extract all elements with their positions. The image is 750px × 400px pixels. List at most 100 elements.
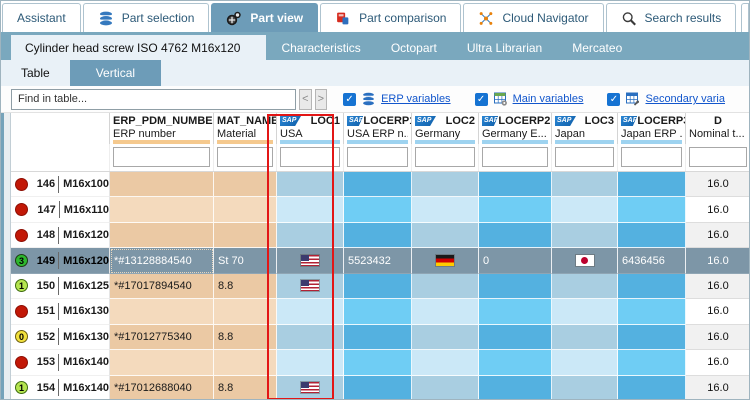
cell-loc2[interactable] (412, 375, 479, 399)
cell-locerp1[interactable] (344, 222, 412, 249)
view-tab-table[interactable]: Table (21, 66, 50, 80)
cell-mat_name[interactable]: 8.8 (214, 324, 277, 351)
cell-locerp1[interactable]: 5523432 (344, 248, 412, 274)
cell-mat_name[interactable] (214, 197, 277, 223)
cell-loc1[interactable] (277, 273, 344, 300)
cell-erp_pdm_number[interactable] (110, 197, 214, 223)
doc-tab-characteristics[interactable]: Characteristics (281, 41, 361, 55)
cell-mat_name[interactable]: St 70 (214, 248, 277, 274)
cell-loc1[interactable] (277, 299, 344, 325)
cell-locerp1[interactable] (344, 172, 412, 198)
cell-d[interactable]: 16.0 (686, 299, 749, 325)
cell-mat_name[interactable] (214, 299, 277, 325)
cell-locerp3[interactable] (618, 222, 686, 249)
table-row[interactable]: 151 M16x130 16.0 (11, 299, 749, 325)
filter-input-locerp3[interactable] (621, 147, 682, 167)
cell-loc2[interactable] (412, 324, 479, 351)
cell-locerp2[interactable] (479, 197, 552, 223)
cell-locerp2[interactable] (479, 324, 552, 351)
cell-loc1[interactable] (277, 222, 344, 249)
cell-locerp2[interactable] (479, 273, 552, 300)
cell-d[interactable]: 16.0 (686, 324, 749, 351)
cell-loc3[interactable] (552, 172, 618, 198)
filter-input-loc2[interactable] (415, 147, 475, 167)
cell-rowheader[interactable]: 3 149 M16x120 (11, 248, 110, 274)
table-row[interactable]: 153 M16x140 16.0 (11, 350, 749, 376)
cell-loc3[interactable] (552, 273, 618, 300)
cell-loc3[interactable] (552, 197, 618, 223)
cell-mat_name[interactable]: 8.8 (214, 273, 277, 300)
cell-locerp3[interactable] (618, 375, 686, 399)
cell-d[interactable]: 16.0 (686, 248, 749, 274)
cell-loc1[interactable] (277, 350, 344, 376)
cell-loc2[interactable] (412, 222, 479, 249)
table-row[interactable]: 146 M16x100 16.0 (11, 172, 749, 198)
cell-loc3[interactable] (552, 375, 618, 399)
cell-mat_name[interactable] (214, 172, 277, 198)
cell-locerp3[interactable] (618, 273, 686, 300)
doc-tab-octopart[interactable]: Octopart (390, 41, 437, 55)
filter-input-mat_name[interactable] (217, 147, 273, 167)
doc-tab-mercateo[interactable]: Mercateo (572, 41, 623, 55)
cell-locerp2[interactable] (479, 375, 552, 399)
cell-d[interactable]: 16.0 (686, 172, 749, 198)
cell-rowheader[interactable]: 148 M16x120 (11, 222, 110, 249)
cell-locerp1[interactable] (344, 324, 412, 351)
table-row[interactable]: 0 152 M16x130 *#17012775340 8.8 16.0 (11, 324, 749, 351)
cell-locerp1[interactable] (344, 375, 412, 399)
cell-erp_pdm_number[interactable] (110, 350, 214, 376)
cell-locerp3[interactable] (618, 350, 686, 376)
cell-locerp2[interactable] (479, 222, 552, 249)
filter-input-locerp1[interactable] (347, 147, 408, 167)
cell-erp_pdm_number[interactable] (110, 299, 214, 325)
tab-part-selection[interactable]: Part selection (82, 3, 210, 32)
cell-rowheader[interactable]: 146 M16x100 (11, 172, 110, 198)
cell-locerp3[interactable] (618, 299, 686, 325)
cell-loc2[interactable] (412, 350, 479, 376)
cell-erp_pdm_number[interactable]: *#17012775340 (110, 324, 214, 351)
cell-erp_pdm_number[interactable] (110, 172, 214, 198)
cell-locerp1[interactable] (344, 350, 412, 376)
cell-loc3[interactable] (552, 248, 618, 274)
cell-loc2[interactable] (412, 197, 479, 223)
cell-rowheader[interactable]: 1 150 M16x125 (11, 273, 110, 300)
cell-rowheader[interactable]: 1 154 M16x140 (11, 375, 110, 399)
cell-erp_pdm_number[interactable]: *#17012688040 (110, 375, 214, 399)
cell-erp_pdm_number[interactable]: *#17017894540 (110, 273, 214, 300)
cell-loc1[interactable] (277, 172, 344, 198)
tab-cloud-navigator[interactable]: Cloud Navigator (463, 3, 604, 32)
filter-input-loc3[interactable] (555, 147, 614, 167)
table-row[interactable]: 147 M16x110 16.0 (11, 197, 749, 223)
view-tab-vertical[interactable]: Vertical (69, 60, 162, 86)
cell-loc1[interactable] (277, 375, 344, 399)
table-row[interactable]: 3 149 M16x120 *#13128884540 St 70 5523432 0 643… (11, 248, 749, 274)
cell-locerp2[interactable]: 0 (479, 248, 552, 274)
secondary-varia-link[interactable]: Secondary varia (645, 93, 725, 105)
cell-erp_pdm_number[interactable]: *#13128884540 (110, 248, 214, 274)
cell-mat_name[interactable] (214, 350, 277, 376)
cell-locerp1[interactable] (344, 299, 412, 325)
doc-tab-cylinder-head-screw-iso-4762-m16x120[interactable]: Cylinder head screw ISO 4762 M16x120 (11, 35, 267, 60)
cell-rowheader[interactable]: 147 M16x110 (11, 197, 110, 223)
cell-rowheader[interactable]: 153 M16x140 (11, 350, 110, 376)
table-row[interactable]: 148 M16x120 16.0 (11, 222, 749, 249)
cell-d[interactable]: 16.0 (686, 222, 749, 249)
cell-loc3[interactable] (552, 324, 618, 351)
erp-variables-link[interactable]: ERP variables (381, 93, 451, 105)
cell-mat_name[interactable] (214, 222, 277, 249)
cell-locerp2[interactable] (479, 350, 552, 376)
tab-assistant[interactable]: Assistant (2, 3, 81, 32)
tab-search-results[interactable]: Search results (605, 3, 737, 32)
cell-loc3[interactable] (552, 299, 618, 325)
cell-rowheader[interactable]: 151 M16x130 (11, 299, 110, 325)
cell-loc1[interactable] (277, 248, 344, 274)
tab-part-comparison[interactable]: Part comparison (320, 3, 462, 32)
filter-input-d[interactable] (689, 147, 747, 167)
erp-variables-checkbox[interactable]: ✓ (343, 92, 357, 106)
main-variables-checkbox[interactable]: ✓ (474, 92, 488, 106)
cell-loc2[interactable] (412, 248, 479, 274)
table-row[interactable]: 1 150 M16x125 *#17017894540 8.8 16.0 (11, 273, 749, 300)
filter-input-locerp2[interactable] (482, 147, 548, 167)
cell-locerp3[interactable] (618, 172, 686, 198)
cell-loc3[interactable] (552, 350, 618, 376)
